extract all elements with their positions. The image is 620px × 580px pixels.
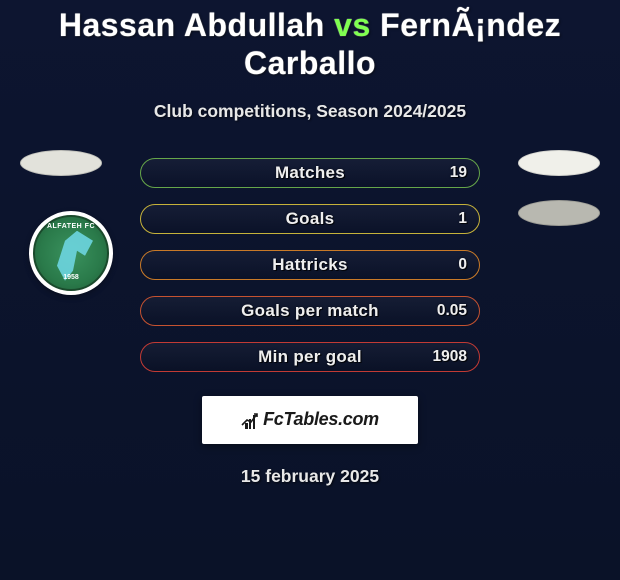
bar-chart-icon — [241, 411, 259, 429]
club-badge: ALFATEH FC 1958 — [29, 211, 113, 295]
stat-value-right: 1908 — [433, 348, 467, 366]
stat-label: Hattricks — [141, 255, 479, 275]
stat-value-right: 1 — [458, 210, 467, 228]
subtitle: Club competitions, Season 2024/2025 — [0, 101, 620, 122]
stat-label: Matches — [141, 163, 479, 183]
left-ellipse-top — [20, 150, 102, 176]
stat-label: Goals per match — [141, 301, 479, 321]
stat-value-right: 0.05 — [437, 302, 467, 320]
stat-row: Min per goal1908 — [140, 342, 480, 372]
stat-row: Goals1 — [140, 204, 480, 234]
club-badge-top-text: ALFATEH FC — [35, 223, 107, 230]
player1-name: Hassan Abdullah — [59, 7, 325, 43]
date-label: 15 february 2025 — [0, 466, 620, 487]
club-badge-bottom-text: 1958 — [35, 274, 107, 281]
main-area: ALFATEH FC 1958 Matches19 Goals1 Hattricks… — [0, 158, 620, 487]
stat-value-right: 19 — [450, 164, 467, 182]
club-badge-inner: ALFATEH FC 1958 — [33, 215, 109, 291]
stat-label: Min per goal — [141, 347, 479, 367]
stat-row: Matches19 — [140, 158, 480, 188]
stat-label: Goals — [141, 209, 479, 229]
brand-box: FcTables.com — [202, 396, 418, 444]
brand-text: FcTables.com — [263, 409, 379, 430]
vs-label: vs — [334, 7, 371, 43]
right-ellipse-top — [518, 150, 600, 176]
right-ellipse-mid — [518, 200, 600, 226]
content-wrapper: Hassan Abdullah vs FernÃ¡ndez Carballo C… — [0, 0, 620, 580]
stat-value-right: 0 — [458, 256, 467, 274]
stat-row: Hattricks0 — [140, 250, 480, 280]
club-badge-wrap: ALFATEH FC 1958 — [20, 210, 122, 296]
page-title: Hassan Abdullah vs FernÃ¡ndez Carballo — [0, 6, 620, 83]
stat-row: Goals per match0.05 — [140, 296, 480, 326]
stats-list: Matches19 Goals1 Hattricks0 Goals per match… — [140, 158, 480, 372]
